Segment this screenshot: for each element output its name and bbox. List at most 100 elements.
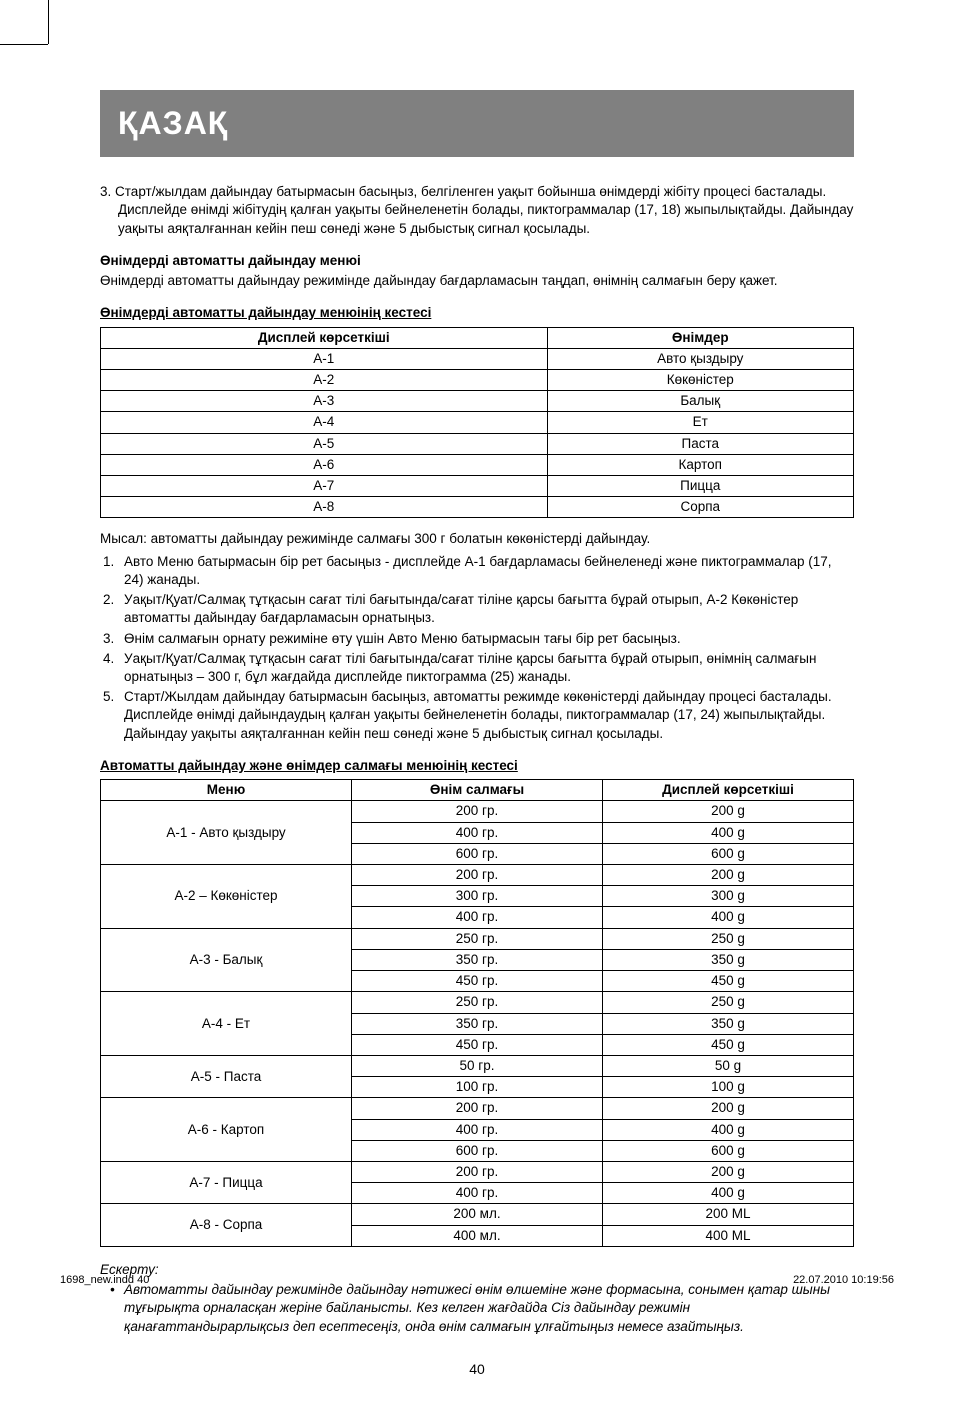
table-row: A-8Сорпа — [101, 497, 854, 518]
table-cell: 400 гр. — [352, 907, 603, 928]
table2-header-menu: Меню — [101, 780, 352, 801]
table-cell: 600 g — [603, 843, 854, 864]
table-cell: A-3 — [101, 391, 548, 412]
table-cell: 50 g — [603, 1055, 854, 1076]
table-row: А-6 - Картоп200 гр.200 g — [101, 1098, 854, 1119]
table-cell: 200 гр. — [352, 801, 603, 822]
menu-cell: А-1 - Авто қыздыру — [101, 801, 352, 865]
menu-cell: А-4 - Ет — [101, 992, 352, 1056]
intro-text: Старт/жылдам дайындау батырмасын басыңыз… — [115, 184, 853, 235]
table-cell: 200 гр. — [352, 1162, 603, 1183]
table1-header-products: Өнімдер — [547, 327, 854, 348]
table-cell: 450 гр. — [352, 1034, 603, 1055]
table-cell: 350 g — [603, 1013, 854, 1034]
table-cell: 50 гр. — [352, 1055, 603, 1076]
table-cell: 450 гр. — [352, 971, 603, 992]
list-item: Уақыт/Қуат/Салмақ тұтқасын сағат тілі ба… — [118, 591, 854, 627]
table-cell: 250 g — [603, 928, 854, 949]
table-cell: A-8 — [101, 497, 548, 518]
table-cell: 400 g — [603, 907, 854, 928]
table-cell: 300 g — [603, 886, 854, 907]
list-item: Уақыт/Қуат/Салмақ тұтқасын сағат тілі ба… — [118, 650, 854, 686]
menu-cell: А-6 - Картоп — [101, 1098, 352, 1162]
table-cell: 400 мл. — [352, 1225, 603, 1246]
table-cell: 100 g — [603, 1077, 854, 1098]
table-cell: A-6 — [101, 454, 548, 475]
table-cell: A-5 — [101, 433, 548, 454]
table-cell: 300 гр. — [352, 886, 603, 907]
table-cell: Көкөністер — [547, 369, 854, 390]
page-content: ҚАЗАҚ 3. Старт/жылдам дайындау батырмасы… — [0, 0, 954, 1419]
table-row: A-5Паста — [101, 433, 854, 454]
list-item: Старт/Жылдам дайындау батырмасын басыңыз… — [118, 688, 854, 743]
table-row: A-6Картоп — [101, 454, 854, 475]
table-cell: Картоп — [547, 454, 854, 475]
table-cell: 400 гр. — [352, 822, 603, 843]
table-cell: 400 g — [603, 1183, 854, 1204]
section-body-auto-menu: Өнімдерді автоматты дайындау режимінде д… — [100, 272, 854, 290]
table-cell: 400 гр. — [352, 1119, 603, 1140]
footer-timestamp: 22.07.2010 10:19:56 — [793, 1273, 894, 1288]
menu-cell: А-8 - Сорпа — [101, 1204, 352, 1246]
table-cell: 200 ML — [603, 1204, 854, 1225]
table-row: А-2 – Көкөністер200 гр.200 g — [101, 864, 854, 885]
table-cell: 450 g — [603, 1034, 854, 1055]
table-cell: Ет — [547, 412, 854, 433]
table-cell: 600 g — [603, 1140, 854, 1161]
table2-header-display: Дисплей көрсеткіші — [603, 780, 854, 801]
table1-title: Өнімдерді автоматты дайындау менюінің ке… — [100, 304, 854, 322]
table-cell: 450 g — [603, 971, 854, 992]
table-cell: 600 гр. — [352, 843, 603, 864]
intro-number: 3. — [100, 184, 111, 199]
intro-paragraph: 3. Старт/жылдам дайындау батырмасын басы… — [100, 183, 854, 238]
table-cell: Балық — [547, 391, 854, 412]
table-cell: Сорпа — [547, 497, 854, 518]
list-item: Авто Меню батырмасын бір рет басыңыз - д… — [118, 553, 854, 589]
footer: 1698_new.indd 40 22.07.2010 10:19:56 — [60, 1273, 894, 1288]
table-row: А-3 - Балық250 гр.250 g — [101, 928, 854, 949]
table-cell: Паста — [547, 433, 854, 454]
footer-file-info: 1698_new.indd 40 — [60, 1273, 149, 1288]
table-cell: A-4 — [101, 412, 548, 433]
table-cell: A-1 — [101, 348, 548, 369]
table-row: А-4 - Ет250 гр.250 g — [101, 992, 854, 1013]
table-cell: 100 гр. — [352, 1077, 603, 1098]
section-heading-auto-menu: Өнімдерді автоматты дайындау менюі — [100, 252, 854, 270]
table-cell: 350 гр. — [352, 949, 603, 970]
table-cell: 350 g — [603, 949, 854, 970]
table-row: A-7Пицца — [101, 476, 854, 497]
table-header-row: Меню Өнім салмағы Дисплей көрсеткіші — [101, 780, 854, 801]
menu-cell: А-5 - Паста — [101, 1055, 352, 1097]
table-cell: A-7 — [101, 476, 548, 497]
table-row: А-5 - Паста50 гр.50 g — [101, 1055, 854, 1076]
table-row: A-2Көкөністер — [101, 369, 854, 390]
table-cell: 400 g — [603, 1119, 854, 1140]
table-row: A-4Ет — [101, 412, 854, 433]
example-intro: Мысал: автоматты дайындау режимінде салм… — [100, 530, 854, 548]
table-cell: 400 ML — [603, 1225, 854, 1246]
table-cell: 400 гр. — [352, 1183, 603, 1204]
list-item: Өнім салмағын орнату режиміне өту үшін А… — [118, 630, 854, 648]
table1-header-display: Дисплей көрсеткіші — [101, 327, 548, 348]
table-cell: 200 гр. — [352, 1098, 603, 1119]
table-cell: 200 мл. — [352, 1204, 603, 1225]
table-cell: 250 гр. — [352, 928, 603, 949]
table-row: A-1Авто қыздыру — [101, 348, 854, 369]
table-cell: 250 гр. — [352, 992, 603, 1013]
language-heading: ҚАЗАҚ — [100, 90, 854, 157]
table-row: А-1 - Авто қыздыру200 гр.200 g — [101, 801, 854, 822]
table-weights: Меню Өнім салмағы Дисплей көрсеткіші А-1… — [100, 779, 854, 1247]
table-cell: 200 g — [603, 1162, 854, 1183]
table-cell: 250 g — [603, 992, 854, 1013]
page-number: 40 — [100, 1360, 854, 1379]
table-cell: 200 g — [603, 1098, 854, 1119]
table-cell: A-2 — [101, 369, 548, 390]
note-body: Автоматты дайындау режимінде дайындау нә… — [114, 1281, 854, 1336]
table-cell: Пицца — [547, 476, 854, 497]
table-cell: 350 гр. — [352, 1013, 603, 1034]
example-steps-list: Авто Меню батырмасын бір рет басыңыз - д… — [118, 553, 854, 743]
table-header-row: Дисплей көрсеткіші Өнімдер — [101, 327, 854, 348]
menu-cell: А-2 – Көкөністер — [101, 864, 352, 928]
menu-cell: А-3 - Балық — [101, 928, 352, 992]
table2-title: Автоматты дайындау және өнімдер салмағы … — [100, 757, 854, 775]
